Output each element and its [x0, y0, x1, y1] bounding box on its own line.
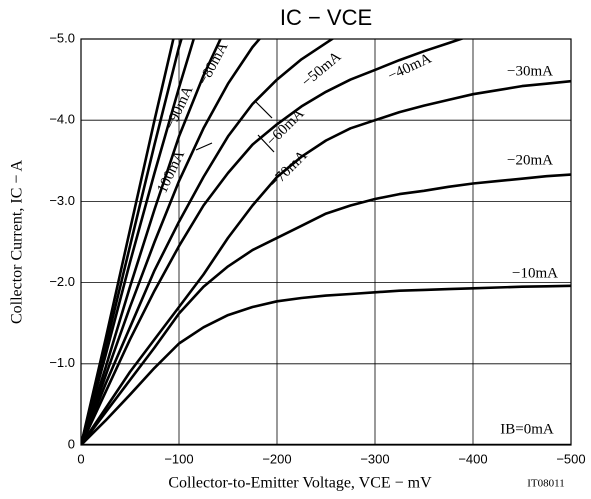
- curves: [81, 39, 571, 445]
- curve-label: −70mA: [267, 148, 311, 192]
- chart-title: IC − VCE: [280, 5, 372, 30]
- curve: [81, 39, 262, 445]
- y-tick-label: −4.0: [49, 112, 75, 127]
- curve: [81, 39, 175, 445]
- curve: [81, 173, 571, 445]
- curve: [81, 39, 222, 445]
- curve: [81, 39, 183, 445]
- curve: [81, 39, 335, 445]
- curve-label: IB=0mA: [500, 421, 554, 437]
- arrow: [255, 101, 273, 119]
- x-tick-label: −300: [360, 451, 389, 466]
- y-tick-label: −2.0: [49, 274, 75, 289]
- figure-note: IT08011: [527, 478, 564, 490]
- x-tick-label: −100: [164, 451, 193, 466]
- curve-label: −60mA: [264, 106, 308, 150]
- y-tick-label: −5.0: [49, 30, 75, 45]
- curve-label: −10mA: [512, 265, 558, 281]
- x-tick-label: −500: [556, 451, 585, 466]
- curve-label: −30mA: [507, 63, 553, 79]
- curve: [81, 39, 465, 445]
- curve: [81, 79, 571, 445]
- y-tick-label: −1.0: [49, 355, 75, 370]
- x-tick-label: −400: [458, 451, 487, 466]
- curve-label: −80mA: [196, 40, 232, 88]
- curve-label: −20mA: [507, 152, 553, 168]
- y-axis-label: Collector Current, IC − A: [9, 160, 26, 325]
- y-tick-label: −3.0: [49, 193, 75, 208]
- x-axis-label: Collector-to-Emitter Voltage, VCE − mV: [168, 475, 432, 492]
- curve-label: −50mA: [299, 49, 345, 91]
- x-tick-label: 0: [77, 451, 84, 466]
- x-tick-label: −200: [262, 451, 291, 466]
- curve: [81, 284, 571, 445]
- y-tick-label: 0: [68, 436, 75, 451]
- curve: [81, 39, 196, 445]
- arrow: [195, 142, 213, 151]
